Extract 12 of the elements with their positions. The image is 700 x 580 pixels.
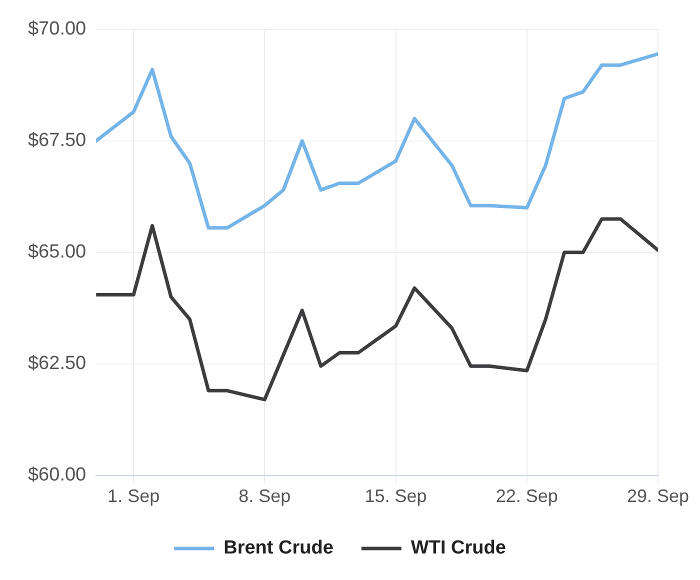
x-tick-label: 15. Sep: [364, 486, 427, 506]
y-tick-label: $65.00: [28, 242, 86, 263]
y-tick-label: $60.00: [28, 464, 86, 486]
y-tick-label: $67.50: [28, 130, 86, 152]
x-tick-label: 8. Sep: [238, 486, 291, 506]
x-tick-label: 29. Sep: [626, 486, 690, 506]
x-tick-label: 22. Sep: [496, 486, 558, 506]
y-tick-label: $70.00: [28, 18, 86, 40]
x-tick-label: 1. Sep: [108, 486, 160, 506]
legend-label: WTI Crude: [410, 538, 506, 559]
y-tick-label: $62.50: [28, 353, 86, 374]
legend-label: Brent Crude: [224, 538, 334, 559]
